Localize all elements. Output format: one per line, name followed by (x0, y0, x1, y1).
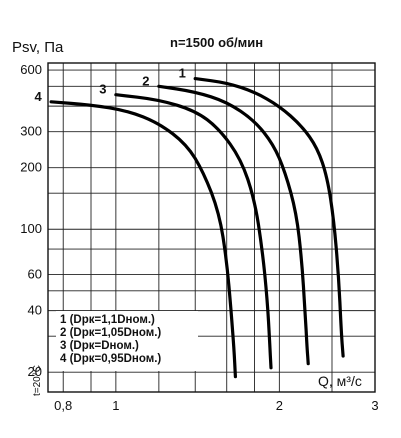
y-tick-label: 40 (28, 303, 42, 318)
series-curve-4 (49, 100, 237, 379)
legend-entry: 4 (Dрк=0,95Dном.) (60, 353, 161, 365)
x-tick-label: 0,8 (54, 398, 72, 413)
legend-background (56, 311, 198, 371)
legend-entry: 3 (Dрк=Dном.) (60, 340, 139, 352)
y-tick-label: 20 (28, 364, 42, 379)
series-label-4: 4 (35, 89, 43, 104)
temperature-note: t=20°C (32, 365, 43, 396)
series-curve-2 (157, 84, 310, 366)
plot-frame (47, 62, 376, 393)
x-tick-label: 2 (276, 398, 283, 413)
chart-title: n=1500 об/мин (170, 35, 263, 50)
series-curve-3 (114, 93, 273, 370)
y-tick-label: 200 (20, 160, 42, 175)
y-tick-label: 100 (20, 221, 42, 236)
series-label-2: 2 (142, 73, 149, 88)
y-tick-label: 60 (28, 267, 42, 282)
legend: 1 (Dрк=1,1Dном.)2 (Dрк=1,05Dном.)3 (Dрк=… (56, 311, 198, 371)
x-tick-label: 3 (371, 398, 378, 413)
tick-labels: 0,8 1 2 3 20 40 60 100 200 300 600 (20, 62, 378, 413)
y-tick-label: 300 (20, 124, 42, 139)
y-axis-label: Psv, Па (12, 39, 64, 56)
series-label-3: 3 (99, 82, 106, 97)
series-curve-1 (193, 77, 345, 358)
x-axis-label: Q, м³/с (318, 373, 362, 389)
x-tick-label: 1 (112, 398, 119, 413)
y-tick-label: 600 (20, 62, 42, 77)
legend-entry: 1 (Dрк=1,1Dном.) (60, 314, 155, 326)
legend-entry: 2 (Dрк=1,05Dном.) (60, 327, 161, 339)
series-group: 1 2 3 4 (35, 66, 345, 379)
series-label-1: 1 (179, 66, 186, 81)
